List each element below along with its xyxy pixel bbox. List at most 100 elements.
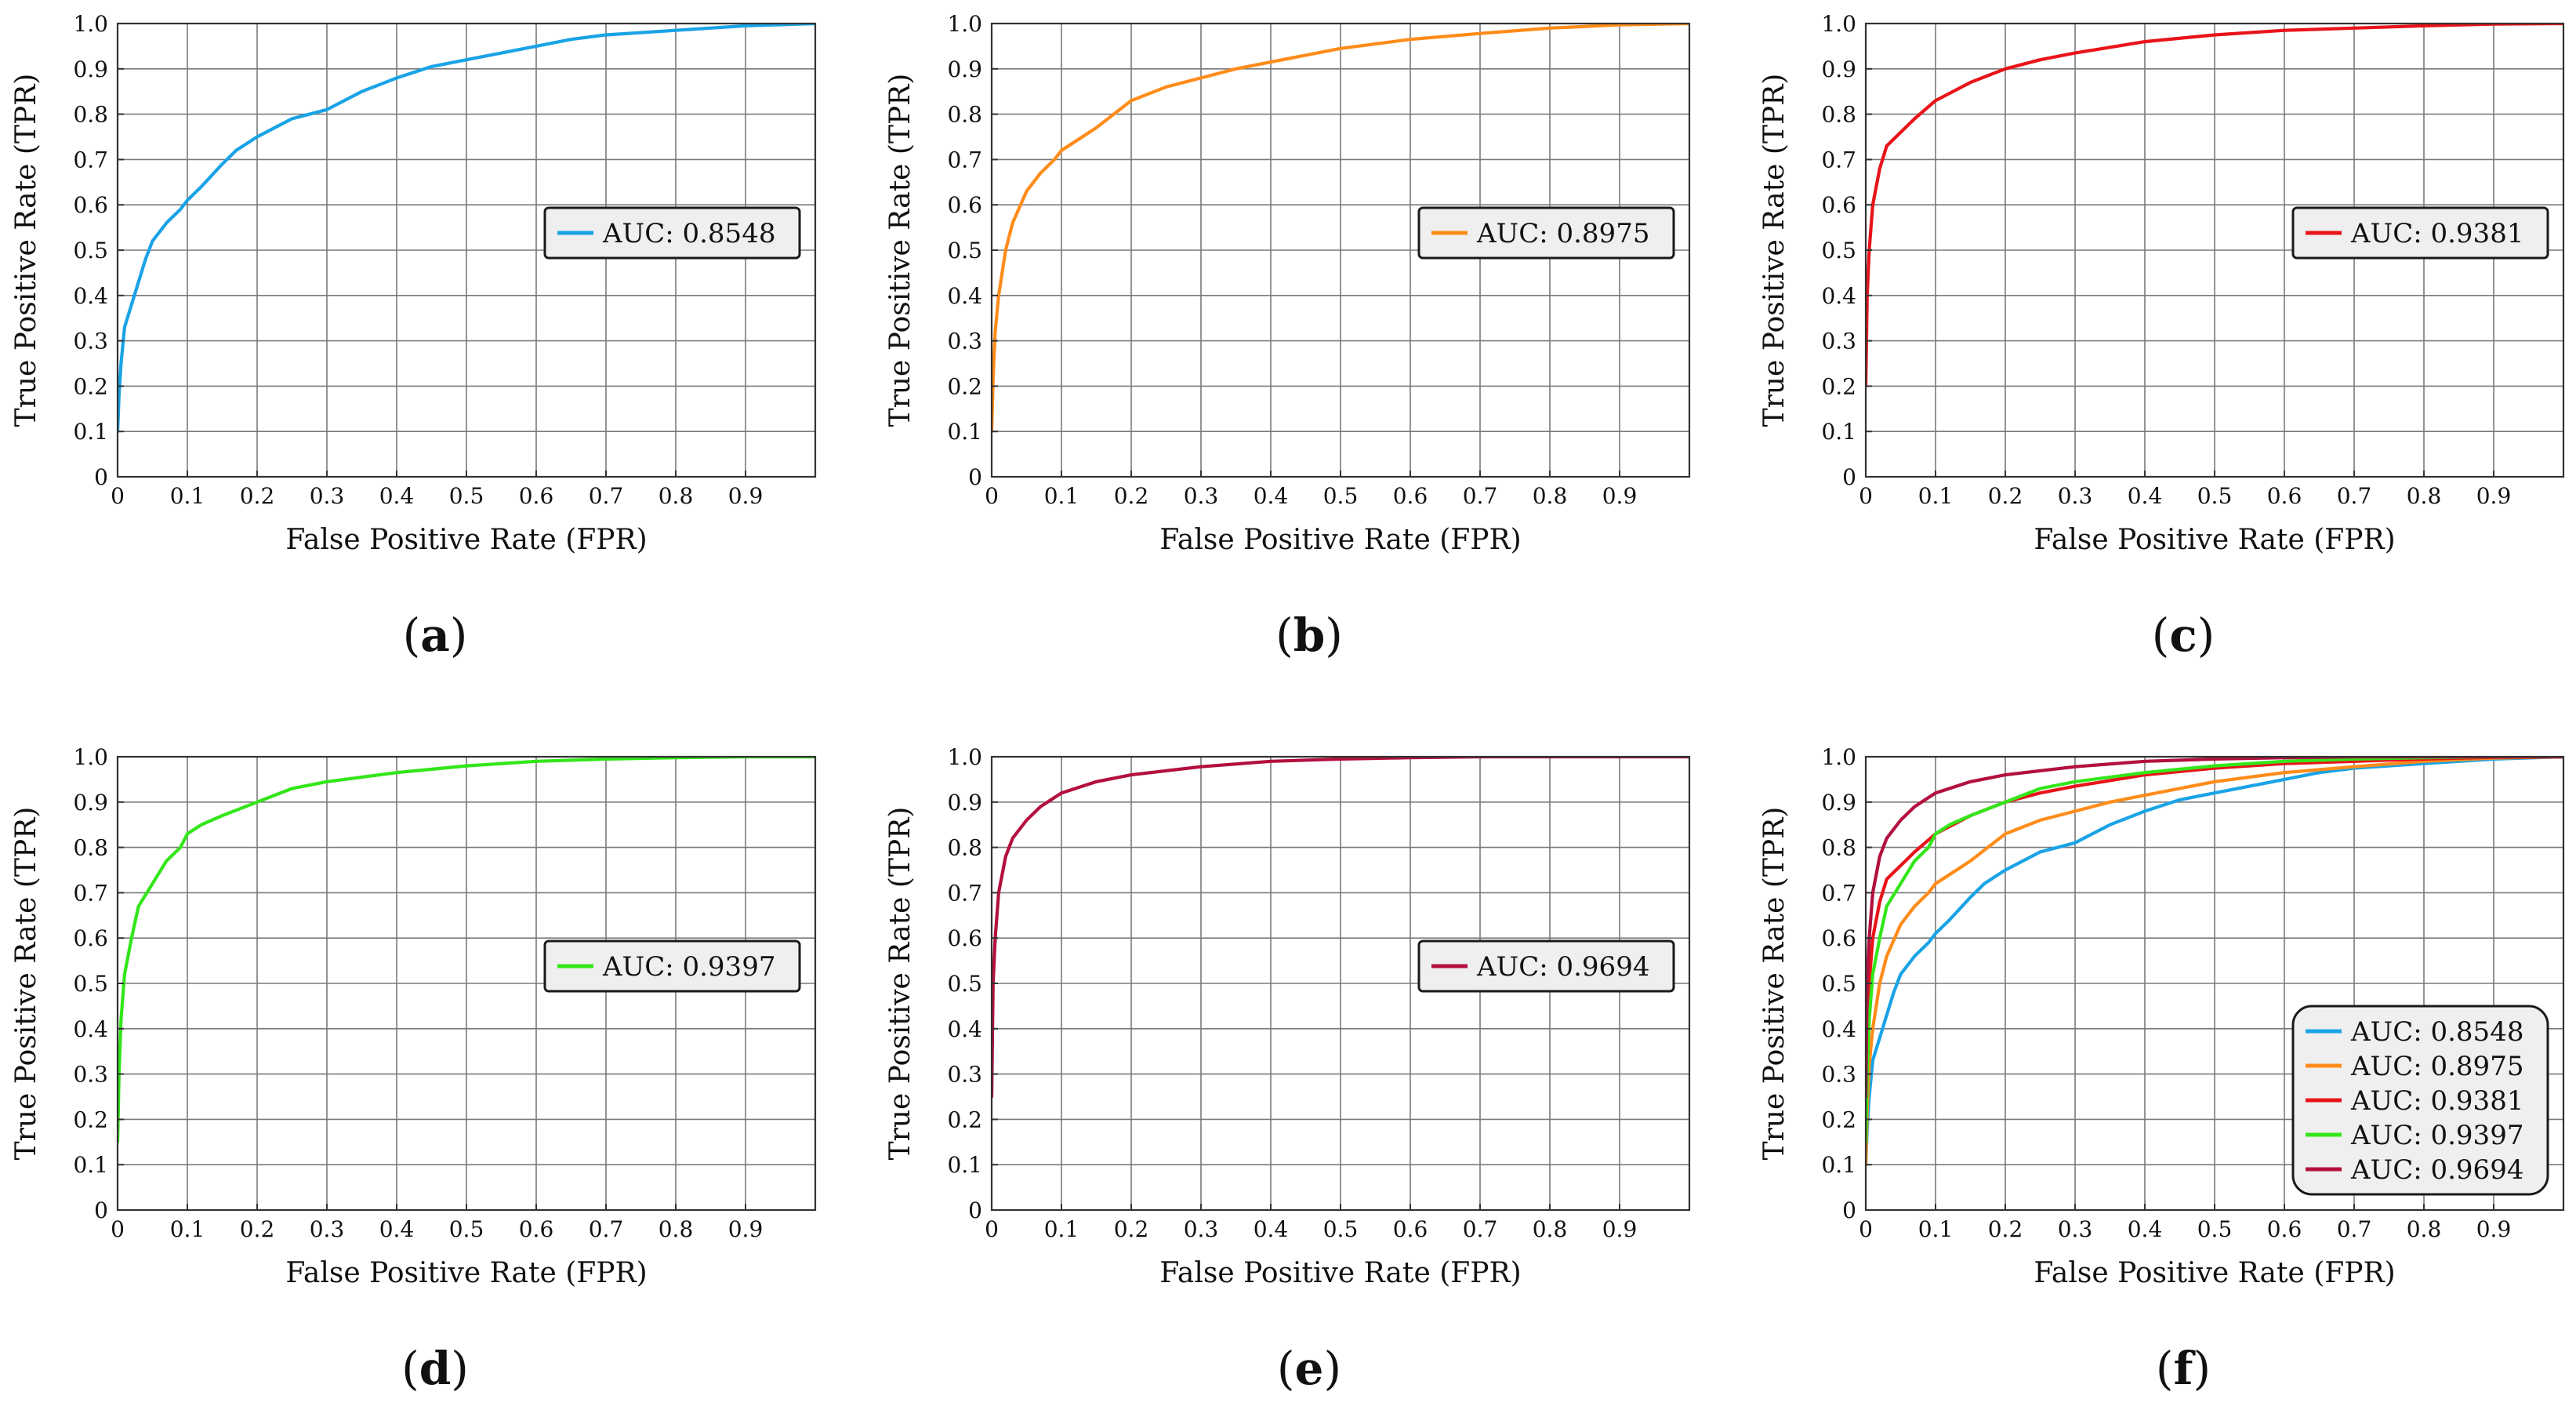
panel-label-open: ( — [401, 1342, 419, 1395]
y-tick-label: 0.1 — [947, 1152, 982, 1178]
roc-curve-c-1 — [1866, 24, 2563, 388]
legend-box — [543, 206, 801, 260]
tick-labels: 0 0.1 0.2 0.3 0.4 0.5 0.6 0.7 0.8 0.9 0 0.1 0.2 0.3 0.… — [947, 744, 1637, 1242]
x-tick-label: 0.5 — [449, 483, 484, 509]
x-tick-label: 0 — [985, 483, 999, 509]
legend-entry-label: AUC: 0.9381 — [2350, 218, 2523, 249]
y-tick-label: 0.1 — [73, 419, 108, 445]
x-tick-label: 0.1 — [1918, 483, 1954, 509]
y-tick-label: 0 — [968, 1197, 982, 1223]
y-tick-label: 0.6 — [1821, 192, 1856, 218]
panel-label-open: ( — [403, 609, 421, 662]
panel-label-letter: a — [420, 609, 450, 662]
tick-labels: 0 0.1 0.2 0.3 0.4 0.5 0.6 0.7 0.8 0.9 0 0.1 0.2 0.3 0.… — [73, 11, 763, 509]
y-tick-label: 0.6 — [73, 192, 108, 218]
y-tick-label: 0.7 — [947, 880, 982, 906]
x-tick-label: 0.9 — [2476, 1216, 2512, 1242]
panel-label-close: ) — [2193, 1342, 2211, 1395]
y-tick-label: 0 — [968, 464, 982, 490]
x-tick-label: 0.8 — [2407, 483, 2442, 509]
panel-label-letter: e — [1295, 1342, 1324, 1395]
y-tick-label: 0 — [1842, 464, 1856, 490]
x-tick-label: 0.9 — [2476, 483, 2512, 509]
roc-panel-b: 0 0.1 0.2 0.3 0.4 0.5 0.6 0.7 0.8 0.9 0 0.1 0.2 0.3 0.… — [884, 11, 1691, 662]
y-tick-label: 1.0 — [1821, 744, 1856, 770]
y-tick-label: 0.5 — [947, 971, 982, 997]
y-tick-label: 0.4 — [947, 1016, 982, 1042]
roc-curve-a-1 — [118, 24, 815, 434]
x-tick-label: 0.2 — [1114, 483, 1149, 509]
x-tick-label: 0.2 — [1988, 483, 2023, 509]
x-tick-label: 0.5 — [2197, 483, 2233, 509]
panel-label-close: ) — [1325, 609, 1343, 662]
panel-label: (a) — [403, 609, 468, 662]
tick-labels: 0 0.1 0.2 0.3 0.4 0.5 0.6 0.7 0.8 0.9 0 0.1 0.2 0.3 0.… — [1821, 11, 2511, 509]
y-tick-label: 0.4 — [73, 283, 108, 309]
x-tick-label: 0.7 — [1463, 1216, 1498, 1242]
panel-label-close: ) — [1323, 1342, 1341, 1395]
tick-labels: 0 0.1 0.2 0.3 0.4 0.5 0.6 0.7 0.8 0.9 0 0.1 0.2 0.3 0.… — [947, 11, 1637, 509]
x-tick-label: 0.2 — [1114, 1216, 1149, 1242]
x-axis-title: False Positive Rate (FPR) — [2034, 1257, 2395, 1289]
x-tick-label: 0.1 — [170, 1216, 205, 1242]
legend-box — [2291, 206, 2549, 260]
legend: AUC: 0.8548 — [543, 206, 801, 260]
legend-entry-label: AUC: 0.9397 — [2350, 1120, 2523, 1151]
y-tick-label: 0.4 — [947, 283, 982, 309]
y-tick-label: 0.7 — [947, 147, 982, 173]
x-tick-label: 0 — [111, 483, 125, 509]
y-tick-label: 0.4 — [73, 1016, 108, 1042]
roc-curve-d-1 — [118, 757, 815, 1144]
panel-label-letter: f — [2174, 1342, 2197, 1395]
roc-curve-f-5 — [1866, 757, 2563, 1099]
x-tick-label: 0.1 — [1918, 1216, 1954, 1242]
x-tick-label: 0.4 — [2128, 483, 2163, 509]
y-axis-title: True Positive Rate (TPR) — [884, 807, 916, 1161]
y-tick-label: 0.5 — [73, 971, 108, 997]
x-tick-label: 0.6 — [2267, 1216, 2302, 1242]
panel-label-open: ( — [2156, 1342, 2174, 1395]
x-tick-label: 0.4 — [379, 483, 415, 509]
y-tick-label: 0.9 — [73, 56, 108, 82]
y-axis-title: True Positive Rate (TPR) — [10, 807, 42, 1161]
y-tick-label: 0 — [94, 1197, 108, 1223]
x-tick-label: 0.7 — [589, 1216, 624, 1242]
y-tick-label: 0.5 — [1821, 971, 1856, 997]
y-tick-label: 0.6 — [947, 192, 982, 218]
y-tick-label: 0.3 — [947, 1062, 982, 1088]
panel-label: (e) — [1277, 1342, 1341, 1395]
x-tick-label: 0.4 — [1254, 483, 1289, 509]
y-tick-label: 0.4 — [1821, 283, 1856, 309]
x-tick-label: 0.8 — [1533, 1216, 1568, 1242]
legend-box — [1417, 206, 1675, 260]
y-tick-label: 0 — [94, 464, 108, 490]
x-tick-label: 0.7 — [2337, 1216, 2372, 1242]
y-tick-label: 0.3 — [1821, 329, 1856, 354]
x-axis-title: False Positive Rate (FPR) — [285, 1257, 647, 1289]
y-tick-label: 0 — [1842, 1197, 1856, 1223]
x-tick-label: 0.6 — [519, 483, 554, 509]
roc-curve-f-1 — [1866, 757, 2563, 1167]
roc-curve-e-1 — [992, 757, 1689, 1099]
y-tick-label: 1.0 — [73, 744, 108, 770]
x-tick-label: 0.6 — [519, 1216, 554, 1242]
x-tick-label: 0.5 — [449, 1216, 484, 1242]
x-tick-label: 0.8 — [659, 483, 694, 509]
legend-entry-label: AUC: 0.8975 — [1476, 218, 1649, 249]
x-axis-title: False Positive Rate (FPR) — [2034, 524, 2395, 556]
y-tick-label: 0.3 — [73, 329, 108, 354]
x-tick-label: 0.8 — [2407, 1216, 2442, 1242]
x-tick-label: 0.2 — [1988, 1216, 2023, 1242]
roc-panel-d: 0 0.1 0.2 0.3 0.4 0.5 0.6 0.7 0.8 0.9 0 0.1 0.2 0.3 0.… — [10, 744, 817, 1395]
legend: AUC: 0.9694 — [1417, 939, 1675, 993]
panel-label: (d) — [401, 1342, 469, 1395]
x-tick-label: 0.2 — [240, 483, 275, 509]
tick-labels: 0 0.1 0.2 0.3 0.4 0.5 0.6 0.7 0.8 0.9 0 0.1 0.2 0.3 0.… — [1821, 744, 2511, 1242]
x-tick-label: 0.5 — [1323, 483, 1359, 509]
x-tick-label: 0.8 — [1533, 483, 1568, 509]
x-tick-label: 0.5 — [1323, 1216, 1359, 1242]
y-tick-label: 0.2 — [73, 1107, 108, 1132]
legend-box — [2291, 1005, 2549, 1196]
x-tick-label: 0 — [1859, 1216, 1873, 1242]
legend-box — [543, 939, 801, 993]
